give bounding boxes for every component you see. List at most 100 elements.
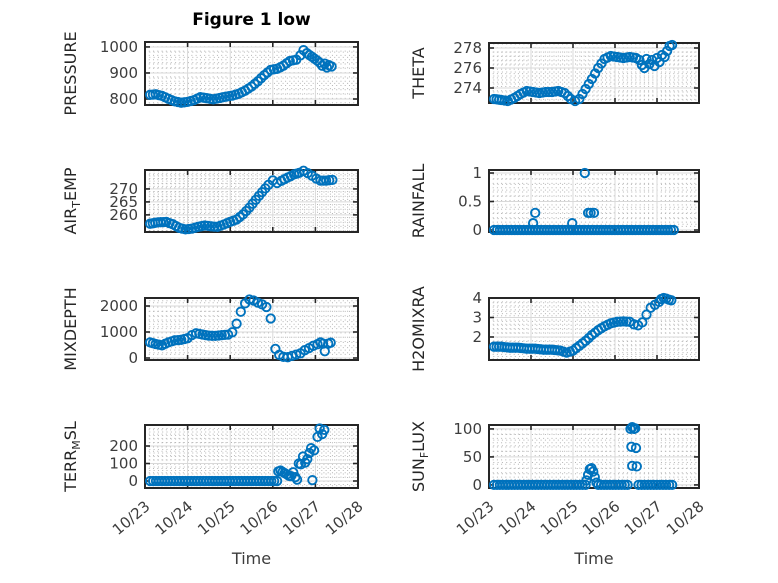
data-point <box>321 62 333 73</box>
data-point <box>302 453 313 465</box>
data-markers <box>144 44 337 108</box>
data-point <box>666 295 677 306</box>
y-tick-label: 100 <box>109 455 138 473</box>
data-markers <box>144 294 336 363</box>
data-point <box>530 207 541 219</box>
data-point <box>206 330 218 341</box>
data-point <box>631 461 642 472</box>
y-tick-label: 274 <box>453 79 482 97</box>
subplot-mixdepth: 0 1000 2000 MIXDEPTH <box>61 287 359 371</box>
data-point <box>634 54 645 66</box>
y-tick-label: 0 <box>472 476 482 494</box>
x-tick-label: 10/23 <box>109 497 154 539</box>
y-tick-label: 1000 <box>100 323 138 341</box>
data-point <box>627 460 638 472</box>
data-point <box>307 474 318 486</box>
y-axis-label: TERRMSL <box>61 421 83 493</box>
y-axis-label-part: THETA <box>409 47 428 99</box>
data-point <box>231 318 242 329</box>
y-axis-label-part: SUN <box>409 458 428 492</box>
data-point <box>270 343 281 355</box>
y-tick-label: 3 <box>472 308 482 326</box>
subplot-rainfall: 0 0.5 1 RAINFALL <box>409 164 700 239</box>
y-axis-label-part: TERR <box>61 450 80 493</box>
x-tick-label: 10/24 <box>495 497 540 539</box>
data-point <box>616 479 627 491</box>
x-axis-label-right: Time <box>574 549 614 568</box>
data-point <box>235 306 246 317</box>
axes-box <box>144 297 359 361</box>
data-markers <box>144 165 338 235</box>
y-axis-label: RAINFALL <box>409 164 428 239</box>
x-tick-label: 10/25 <box>537 497 582 539</box>
data-markers <box>488 39 678 107</box>
y-tick-label: 1000 <box>100 38 138 56</box>
subplot-theta: 274 276 278 THETA <box>409 39 700 107</box>
data-point <box>622 479 633 491</box>
x-tick-label: 10/27 <box>279 497 324 539</box>
axes-box <box>144 424 359 489</box>
axes-box <box>488 297 700 361</box>
subplot-sun-flux: 0 50 100 SUNFLUX 10/2310/2410/2510/2610/2710… <box>409 420 708 539</box>
y-axis-label-subscript: T <box>70 201 83 209</box>
data-markers <box>488 292 677 358</box>
data-point <box>660 479 672 491</box>
data-markers <box>488 167 679 236</box>
data-point <box>641 53 652 65</box>
axis-ticks <box>488 43 700 103</box>
y-tick-label: 0 <box>128 349 138 367</box>
x-tick-label: 10/24 <box>151 497 196 539</box>
x-tick-label: 10/26 <box>579 497 624 539</box>
data-point <box>668 224 679 236</box>
y-axis-label-part: MIXDEPTH <box>61 287 80 370</box>
y-tick-label: 260 <box>109 206 138 224</box>
x-tick-label: 10/25 <box>194 497 239 539</box>
y-tick-label: 265 <box>109 193 138 211</box>
y-tick-label: 0 <box>128 472 138 490</box>
data-point <box>666 39 678 51</box>
x-tick-label: 10/26 <box>237 497 282 539</box>
y-tick-label: 0 <box>472 221 482 239</box>
figure-title: Figure 1 low <box>192 10 311 30</box>
x-tick-label: 10/27 <box>621 497 666 539</box>
data-point <box>319 424 330 436</box>
subplot-h2omixra: 2 34 H2OMIXRA <box>409 286 700 372</box>
y-tick-label: 50 <box>463 448 482 466</box>
y-axis-label-part: EMP <box>61 167 80 201</box>
data-point <box>261 301 272 313</box>
data-point <box>662 224 674 236</box>
y-tick-label: 270 <box>109 180 138 198</box>
data-point <box>661 45 673 57</box>
y-axis-label: THETA <box>409 47 428 99</box>
y-tick-label: 4 <box>472 289 482 307</box>
data-point <box>663 479 675 491</box>
data-point <box>527 218 539 229</box>
y-tick-label: 0.5 <box>458 193 482 211</box>
axis-ticks <box>488 297 700 360</box>
axes-box <box>144 169 359 233</box>
data-point <box>326 61 337 72</box>
y-tick-label: 200 <box>109 437 138 455</box>
data-point <box>291 349 302 360</box>
y-tick-label: 278 <box>453 39 482 57</box>
y-tick-label: 800 <box>109 90 138 108</box>
data-point <box>567 218 578 229</box>
y-tick-label: 100 <box>453 420 482 438</box>
axis-ticks <box>144 298 359 360</box>
data-point <box>244 294 255 305</box>
data-point <box>268 475 280 487</box>
x-tick-label: 10/23 <box>453 497 498 539</box>
y-axis-label: MIXDEPTH <box>61 287 80 370</box>
data-point <box>580 479 591 491</box>
data-point <box>585 207 596 219</box>
data-point <box>583 332 594 344</box>
x-tick-label: 10/28 <box>663 497 708 539</box>
y-axis-label: AIRTEMP <box>61 167 83 234</box>
y-axis-label: SUNFLUX <box>409 421 431 492</box>
y-axis-label: PRESSURE <box>61 31 80 115</box>
data-point <box>543 86 555 98</box>
axes-box <box>488 42 700 104</box>
